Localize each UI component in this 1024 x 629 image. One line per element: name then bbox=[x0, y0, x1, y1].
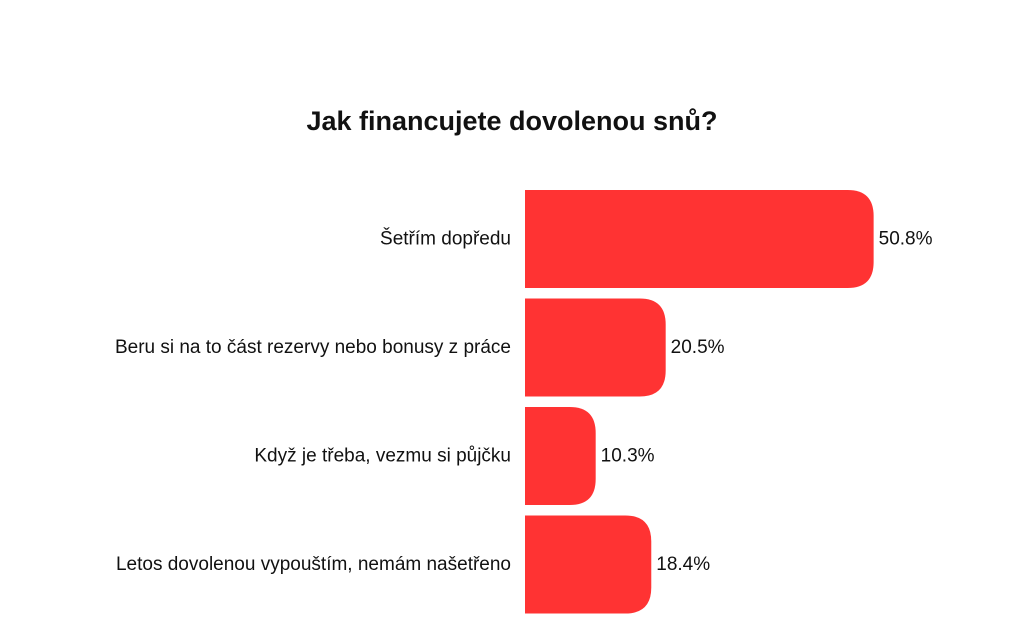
chart-title: Jak financujete dovolenou snů? bbox=[306, 106, 717, 136]
bar-1 bbox=[525, 190, 874, 288]
value-label: 50.8% bbox=[879, 229, 933, 250]
value-label: 18.4% bbox=[656, 554, 710, 575]
category-label: Šetřím dopředu bbox=[380, 228, 511, 250]
category-label: Letos dovolenou vypouštím, nemám našetře… bbox=[116, 554, 511, 575]
bar-2 bbox=[525, 298, 666, 397]
value-label: 10.3% bbox=[601, 446, 655, 467]
bar-3 bbox=[525, 407, 596, 505]
category-label: Když je třeba, vezmu si půjčku bbox=[254, 446, 511, 467]
bar-4 bbox=[525, 515, 652, 614]
category-label: Beru si na to část rezervy nebo bonusy z… bbox=[115, 337, 511, 358]
bars-group: Šetřím dopředu 50.8% Beru si na to část re… bbox=[115, 190, 933, 614]
value-label: 20.5% bbox=[671, 337, 725, 358]
